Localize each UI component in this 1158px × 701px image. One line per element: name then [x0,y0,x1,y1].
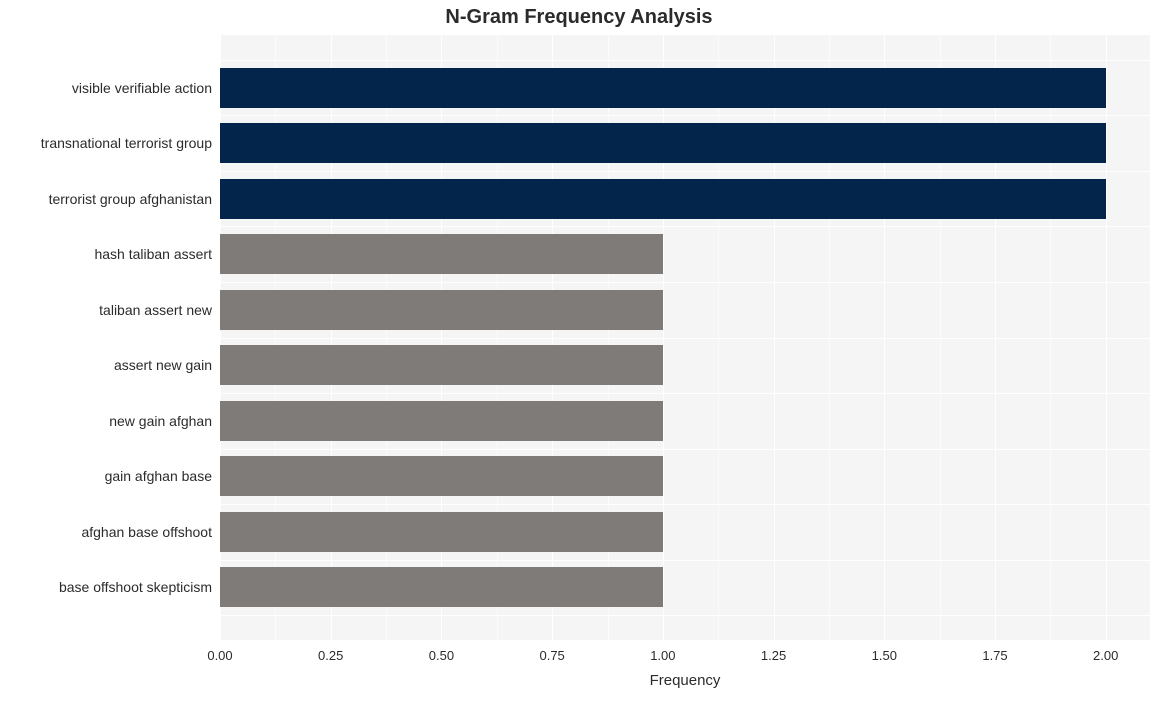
bar [220,179,1106,219]
y-tick-label: terrorist group afghanistan [0,192,212,206]
y-axis-labels: visible verifiable action transnational t… [0,35,216,640]
y-tick-label: assert new gain [0,358,212,372]
gridline-h [220,115,1150,116]
bar [220,456,663,496]
bar [220,401,663,441]
plot-area [220,35,1150,640]
gridline-h [220,560,1150,561]
x-tick-label: 0.25 [318,648,343,663]
bar [220,68,1106,108]
x-axis-title: Frequency [220,672,1150,689]
y-tick-label: gain afghan base [0,469,212,483]
bar [220,567,663,607]
x-tick-label: 0.50 [429,648,454,663]
chart-title: N-Gram Frequency Analysis [0,6,1158,29]
x-tick-label: 1.00 [650,648,675,663]
y-tick-label: new gain afghan [0,414,212,428]
y-tick-label: base offshoot skepticism [0,580,212,594]
x-tick-label: 0.75 [539,648,564,663]
gridline-h [220,282,1150,283]
x-tick-label: 0.00 [207,648,232,663]
bar [220,345,663,385]
x-tick-label: 1.50 [872,648,897,663]
bar [220,234,663,274]
gridline-h [220,171,1150,172]
gridline-h [220,393,1150,394]
x-tick-label: 1.75 [982,648,1007,663]
gridline-h [220,504,1150,505]
y-tick-label: visible verifiable action [0,81,212,95]
x-tick-label: 1.25 [761,648,786,663]
y-tick-label: afghan base offshoot [0,525,212,539]
x-tick-label: 2.00 [1093,648,1118,663]
bar [220,290,663,330]
gridline-h [220,449,1150,450]
bar [220,512,663,552]
y-tick-label: taliban assert new [0,303,212,317]
y-tick-label: hash taliban assert [0,247,212,261]
y-tick-label: transnational terrorist group [0,136,212,150]
gridline-h [220,338,1150,339]
bar [220,123,1106,163]
gridline-h [220,60,1150,61]
gridline-h [220,226,1150,227]
ngram-chart: N-Gram Frequency Analysis visible verifi… [0,0,1158,701]
gridline-h [220,615,1150,616]
